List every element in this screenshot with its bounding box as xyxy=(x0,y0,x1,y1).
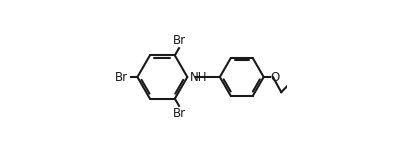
Text: NH: NH xyxy=(190,71,208,83)
Text: Br: Br xyxy=(115,71,128,83)
Text: O: O xyxy=(271,71,280,83)
Text: Br: Br xyxy=(173,107,186,120)
Text: Br: Br xyxy=(173,34,186,47)
